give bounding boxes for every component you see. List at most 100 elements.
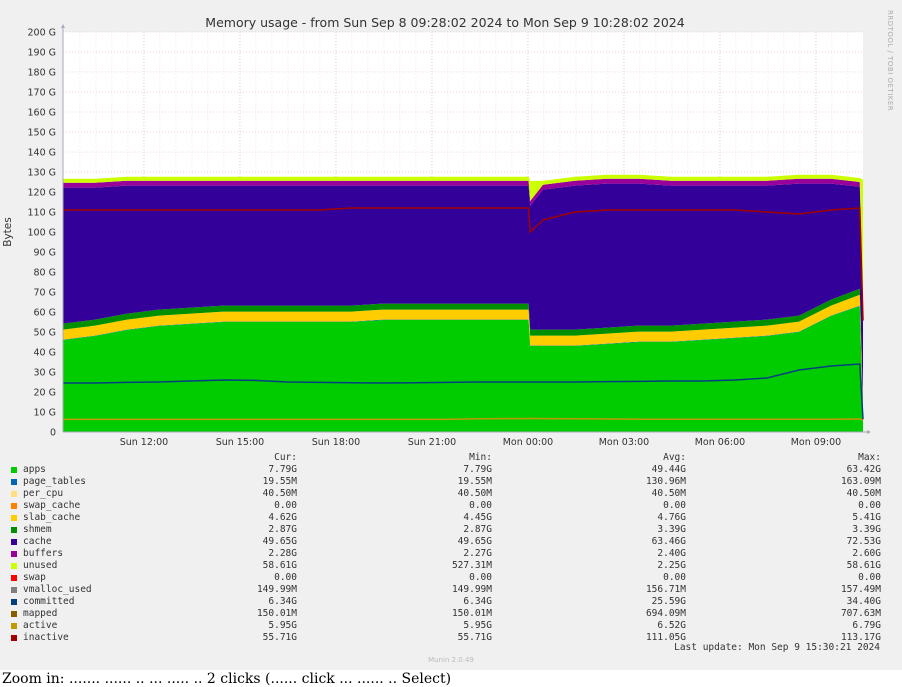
header-avg: Avg: xyxy=(663,452,686,463)
legend-cur: 58.61G xyxy=(262,560,297,571)
legend-cur: 150.01M xyxy=(256,608,297,619)
legend-swatch xyxy=(11,575,17,581)
line-inactive xyxy=(63,207,864,321)
y-tick-label: 30 G xyxy=(34,368,56,379)
y-axis-label: Bytes xyxy=(2,217,14,246)
legend-cur: 0.00 xyxy=(274,572,297,583)
legend-row-mapped: mapped 150.01M 150.01M 694.09M 707.63M xyxy=(0,608,902,620)
legend-cur: 6.34G xyxy=(268,596,297,607)
legend-min: 0.00 xyxy=(469,572,492,583)
axes: 0 10 G 20 G 30 G 40 G 50 G 60 G 70 G 80 G 90 G 100… xyxy=(27,24,871,448)
y-axis-arrow xyxy=(61,24,65,28)
y-tick-label: 180 G xyxy=(27,68,56,79)
area-slab-cache xyxy=(63,294,863,416)
legend-swatch xyxy=(11,503,17,509)
legend-min: 150.01M xyxy=(451,608,492,619)
legend-swatch xyxy=(11,515,17,521)
legend-avg: 694.09M xyxy=(645,608,686,619)
legend-row-page-tables: page_tables 19.55M 19.55M 130.96M 163.09M xyxy=(0,476,902,488)
legend-cur: 55.71G xyxy=(262,632,297,643)
legend-min: 0.00 xyxy=(469,500,492,511)
legend-max: 113.17G xyxy=(840,632,881,643)
legend-cur: 7.79G xyxy=(268,464,297,475)
header-max: Max: xyxy=(858,452,881,463)
legend-min: 7.79G xyxy=(463,464,492,475)
legend-cur: 4.62G xyxy=(268,512,297,523)
y-tick-label: 20 G xyxy=(34,388,56,399)
y-tick-label: 50 G xyxy=(34,328,56,339)
legend-avg: 40.50M xyxy=(651,488,686,499)
legend-avg: 130.96M xyxy=(645,476,686,487)
legend-avg: 0.00 xyxy=(663,572,686,583)
x-tick-label: Sun 21:00 xyxy=(408,437,456,448)
y-tick-label: 90 G xyxy=(34,248,56,259)
legend-avg: 0.00 xyxy=(663,500,686,511)
legend-cur: 19.55M xyxy=(262,476,297,487)
legend-row-apps: apps 7.79G 7.79G 49.44G 63.42G xyxy=(0,464,902,476)
legend-avg: 156.71M xyxy=(645,584,686,595)
x-tick-label: Sun 15:00 xyxy=(216,437,264,448)
legend-row-committed: committed 6.34G 6.34G 25.59G 34.40G xyxy=(0,596,902,608)
legend-max: 6.79G xyxy=(852,620,881,631)
x-tick-label: Sun 12:00 xyxy=(120,437,168,448)
area-apps xyxy=(63,306,863,432)
legend-max: 157.49M xyxy=(840,584,881,595)
legend-avg: 6.52G xyxy=(657,620,686,631)
legend-name: cache xyxy=(23,536,52,547)
y-tick-label: 130 G xyxy=(27,168,56,179)
legend-min: 40.50M xyxy=(457,488,492,499)
stacked-areas xyxy=(63,174,863,432)
chart-title: Memory usage - from Sun Sep 8 09:28:02 2… xyxy=(205,15,684,30)
legend-avg: 49.44G xyxy=(651,464,686,475)
legend-swatch xyxy=(11,467,17,473)
legend-row-buffers: buffers 2.28G 2.27G 2.40G 2.60G xyxy=(0,548,902,560)
legend-avg: 2.40G xyxy=(657,548,686,559)
legend-row-swap: swap 0.00 0.00 0.00 0.00 xyxy=(0,572,902,584)
y-tick-label: 110 G xyxy=(27,208,56,219)
legend-avg: 4.76G xyxy=(657,512,686,523)
legend-name: mapped xyxy=(23,608,58,619)
y-tick-label: 80 G xyxy=(34,268,56,279)
memory-usage-chart: 0 10 G 20 G 30 G 40 G 50 G 60 G 70 G 80 G 90 G 100… xyxy=(2,15,871,448)
legend-name: committed xyxy=(23,596,75,607)
legend-name: buffers xyxy=(23,548,64,559)
legend-row-shmem: shmem 2.87G 2.87G 3.39G 3.39G xyxy=(0,524,902,536)
legend-swatch xyxy=(11,539,17,545)
legend-swatch xyxy=(11,479,17,485)
legend-name: swap xyxy=(23,572,46,583)
y-tick-label: 10 G xyxy=(34,408,56,419)
legend-cur: 49.65G xyxy=(262,536,297,547)
munin-version: Munin 2.0.49 xyxy=(428,656,474,664)
legend-min: 149.99M xyxy=(451,584,492,595)
last-update: Last update: Mon Sep 9 15:30:21 2024 xyxy=(674,642,880,653)
legend-swatch xyxy=(11,611,17,617)
legend-min: 2.27G xyxy=(463,548,492,559)
legend-cur: 2.87G xyxy=(268,524,297,535)
legend-name: slab_cache xyxy=(23,512,81,523)
legend-max: 707.63M xyxy=(840,608,881,619)
x-tick-label: Mon 03:00 xyxy=(599,437,649,448)
legend-cur: 40.50M xyxy=(262,488,297,499)
legend-table: Cur: Min: Avg: Max: apps 7.79G 7.79G 49.44G… xyxy=(0,452,902,644)
legend-max: 5.41G xyxy=(852,512,881,523)
legend-avg: 63.46G xyxy=(651,536,686,547)
y-tick-label: 120 G xyxy=(27,188,56,199)
legend-max: 3.39G xyxy=(852,524,881,535)
y-tick-label: 170 G xyxy=(27,88,56,99)
legend-avg: 2.25G xyxy=(657,560,686,571)
legend-name: page_tables xyxy=(23,476,86,487)
legend-max: 0.00 xyxy=(858,500,881,511)
legend-max: 40.50M xyxy=(846,488,881,499)
legend-cur: 149.99M xyxy=(256,584,297,595)
legend-avg: 111.05G xyxy=(645,632,686,643)
legend-swatch xyxy=(11,491,17,497)
legend-min: 49.65G xyxy=(457,536,492,547)
legend-row-inactive: inactive 55.71G 55.71G 111.05G 113.17G xyxy=(0,632,902,644)
y-tick-label: 40 G xyxy=(34,348,56,359)
y-tick-label: 0 xyxy=(50,428,56,439)
x-tick-label: Mon 09:00 xyxy=(791,437,841,448)
header-min: Min: xyxy=(469,452,492,463)
legend-row-vmalloc-used: vmalloc_used 149.99M 149.99M 156.71M 157.49M xyxy=(0,584,902,596)
x-axis-arrow xyxy=(867,430,871,434)
legend-max: 0.00 xyxy=(858,572,881,583)
